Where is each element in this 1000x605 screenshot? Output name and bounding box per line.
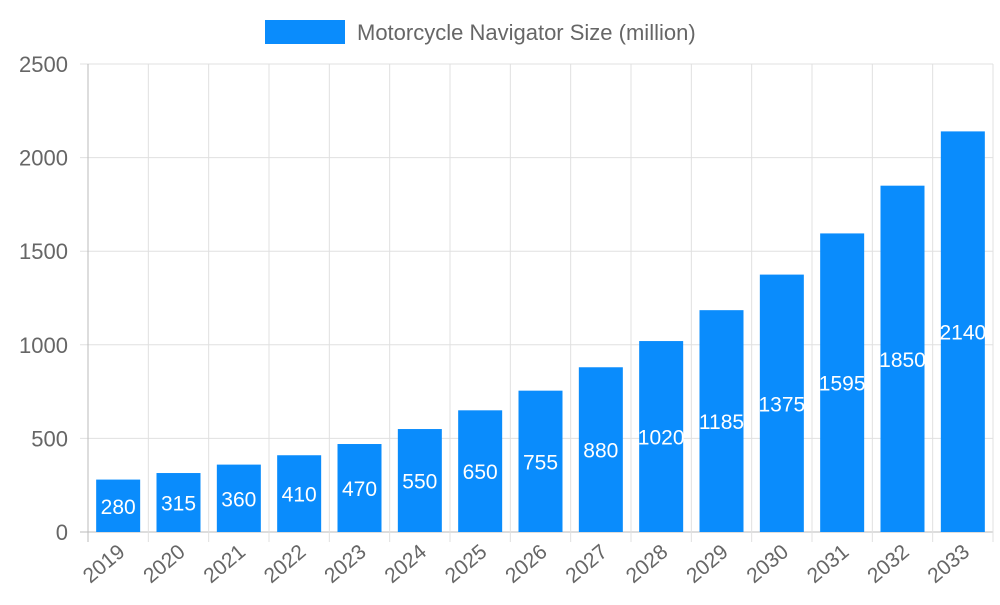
y-tick-label: 1000 [19,333,68,358]
x-tick-label: 2025 [441,540,492,588]
bar [699,310,744,532]
grid [80,63,994,542]
x-tick-label: 2031 [803,540,854,588]
data-label: 550 [402,471,437,494]
bar [216,464,261,532]
bar [337,444,382,532]
data-label: 1850 [879,349,926,372]
bar [820,233,865,532]
x-tick-label: 2029 [682,540,733,588]
data-label: 1375 [758,393,805,416]
y-tick-label: 2000 [19,146,68,171]
data-label: 280 [101,496,136,519]
data-label: 1020 [638,427,685,450]
x-tick-label: 2021 [199,540,250,588]
x-tick-label: 2023 [320,540,371,588]
bar [458,410,503,532]
y-tick-label: 2500 [19,52,68,77]
x-tick-label: 2030 [742,540,793,588]
data-label: 315 [161,493,196,516]
data-label: 2140 [939,322,986,345]
x-tick-label: 2033 [923,540,974,588]
data-label: 360 [221,488,256,511]
bar [880,185,925,532]
bar [759,274,804,532]
data-label: 755 [523,451,558,474]
y-axis: 0 500 1000 1500 2000 2500 [19,52,68,545]
y-tick-label: 0 [56,520,68,545]
bar [277,455,322,532]
data-label: 1595 [819,373,866,396]
bar [156,473,201,532]
data-labels: 280 315 360 410 470 550 650 755 880 1020 1185 1375 1… [101,322,987,519]
bar [96,479,141,532]
x-tick-label: 2027 [561,540,612,588]
data-label: 1185 [699,411,744,434]
bar [940,131,985,532]
x-tick-label: 2022 [260,540,311,588]
bars [96,131,985,532]
x-tick-label: 2019 [79,540,130,588]
x-axis: 2019 2020 2021 2022 2023 2024 2025 2026 2027 2028… [79,540,974,588]
data-label: 880 [583,440,618,463]
bar [518,390,563,532]
bar [397,429,442,532]
y-tick-label: 500 [31,426,68,451]
data-label: 650 [463,461,498,484]
x-tick-label: 2026 [501,540,552,588]
data-label: 470 [342,478,377,501]
legend[interactable]: Motorcycle Navigator Size (million) [265,20,696,45]
x-tick-label: 2020 [139,540,190,588]
legend-label: Motorcycle Navigator Size (million) [357,20,696,45]
data-label: 410 [282,484,317,507]
bar [639,341,684,532]
x-tick-label: 2024 [380,540,431,588]
bar [578,367,623,532]
x-tick-label: 2028 [622,540,673,588]
legend-swatch [265,20,345,44]
x-tick-label: 2032 [863,540,914,588]
y-tick-label: 1500 [19,239,68,264]
